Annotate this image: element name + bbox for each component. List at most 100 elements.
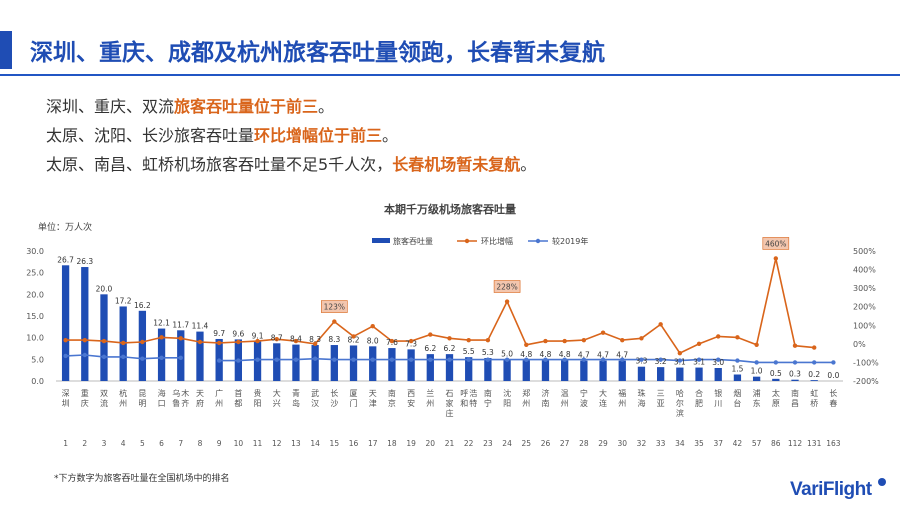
page-title: 深圳、重庆、成都及杭州旅客吞吐量领跑，长春暂未复航 [30, 40, 605, 66]
bar-value-label: 8.3 [328, 335, 340, 344]
line-series [63, 256, 836, 365]
mom-growth-point [236, 339, 241, 345]
x-tick-char: 武 [311, 388, 319, 398]
x-tick-char: 圳 [62, 398, 70, 408]
x-tick-char: 厦 [350, 389, 358, 398]
mom-growth-point [562, 338, 567, 344]
x-tick-char: 京 [388, 398, 396, 408]
x-tick-char: 木 [181, 388, 189, 398]
y-left-tick-label: 20.0 [26, 290, 44, 299]
bar-value-label: 5.0 [501, 349, 513, 358]
vs2019-point [216, 358, 222, 363]
vs2019-point [831, 360, 836, 365]
x-tick-label-28: 宁波 [580, 388, 588, 408]
x-tick-char: 州 [618, 399, 626, 408]
rank-label: 14 [310, 439, 320, 448]
bullet-3-text: 太原、南昌、虹桥机场旅客吞吐量不足5千人次， [46, 155, 393, 174]
x-tick-char: 州 [119, 399, 127, 408]
bar [599, 360, 607, 381]
x-tick-char: 家 [446, 398, 454, 408]
mom-growth-point [639, 336, 644, 341]
x-tick-label-20: 兰州 [426, 388, 434, 408]
x-tick-char: 口 [158, 399, 166, 408]
x-tick-char: 台 [733, 398, 741, 408]
bar-value-label: 1.0 [751, 367, 763, 376]
mom-growth-point [101, 338, 107, 344]
x-tick-char: 尔 [676, 398, 684, 408]
mom-growth-point [792, 343, 798, 348]
vs2019-point [543, 357, 548, 362]
bar [522, 360, 530, 381]
x-tick-char: 石 [446, 389, 454, 398]
x-tick-char: 连 [599, 398, 607, 408]
x-tick-char: 银 [714, 388, 722, 398]
mom-growth-point [159, 335, 164, 340]
bar-value-label: 4.7 [616, 351, 628, 360]
vs2019-point [716, 357, 721, 362]
bar [330, 345, 338, 381]
bar-value-label: 0.2 [808, 370, 820, 379]
vs2019-point [447, 357, 452, 362]
x-tick-label-19: 西安 [407, 389, 415, 408]
mom-growth-point [466, 337, 471, 343]
x-tick-char: 特 [469, 398, 477, 408]
rank-label: 7 [178, 439, 183, 448]
callout-label: 228% [496, 283, 517, 292]
rank-label: 35 [694, 439, 704, 448]
mom-growth-point [677, 350, 683, 356]
x-tick-char: 三 [657, 389, 665, 398]
x-tick-char: 呼 [460, 388, 468, 398]
x-tick-char: 州 [522, 399, 530, 408]
x-tick-char: 津 [369, 398, 377, 408]
x-tick-char: 海 [637, 398, 645, 408]
bar-value-label: 4.7 [578, 351, 590, 360]
x-tick-char: 流 [100, 398, 108, 408]
vs2019-point [255, 357, 260, 362]
rank-label: 27 [560, 439, 570, 448]
x-tick-label-3: 双流 [100, 389, 108, 408]
bullet-1-text: 深圳、重庆、双流 [46, 97, 175, 116]
x-tick-char: 庆 [81, 398, 89, 408]
x-tick-char: 浦 [753, 388, 761, 398]
legend-vs2019-marker [535, 238, 541, 244]
rank-label: 13 [291, 439, 301, 448]
bar-value-label: 3.1 [674, 358, 686, 367]
x-tick-label-29: 大连 [599, 388, 607, 408]
bar [541, 360, 550, 381]
rank-label: 21 [445, 439, 455, 448]
rank-label: 25 [522, 439, 532, 448]
mom-growth-point [581, 337, 587, 343]
x-tick-char: 鲁 [172, 398, 180, 408]
x-tick-label-6: 海口 [158, 388, 166, 408]
bar-value-label: 20.0 [96, 284, 113, 293]
x-tick-char: 长 [829, 388, 837, 398]
x-tick-label-8: 天府 [196, 389, 204, 408]
mom-growth-point [600, 330, 606, 335]
mom-growth-point [716, 334, 721, 339]
variflight-logo: VariFlight [790, 479, 872, 500]
bar-value-label: 26.7 [57, 255, 74, 264]
x-tick-label-21: 石家庄 [446, 389, 454, 418]
bar [426, 354, 434, 381]
vs2019-point [159, 355, 164, 360]
callout-label: 123% [324, 303, 345, 312]
bar-value-label: 6.2 [424, 344, 436, 353]
mom-growth-point [216, 340, 222, 346]
x-tick-char: 福 [618, 389, 626, 398]
bar [618, 360, 626, 381]
x-tick-char: 安 [407, 398, 415, 408]
x-tick-label-12: 大兴 [273, 388, 281, 408]
footnote: *下方数字为旅客吞吐量在全国机场中的排名 [54, 474, 230, 484]
bar [292, 344, 300, 381]
bar-value-label: 17.2 [115, 296, 132, 305]
mom-growth-point [735, 335, 740, 340]
x-tick-char: 济 [541, 388, 549, 398]
callout-box [321, 300, 348, 313]
x-tick-char: 重 [81, 388, 89, 398]
bar-value-label: 0.0 [827, 371, 839, 380]
x-tick-char: 亚 [657, 399, 665, 408]
bar [637, 366, 646, 381]
x-tick-char: 桥 [810, 398, 818, 408]
vs2019-point [140, 356, 145, 361]
summary-bullets: 深圳、重庆、双流旅客吞吐量位于前三。 太原、沈阳、长沙旅客吞吐量环比增幅位于前三… [46, 92, 536, 179]
